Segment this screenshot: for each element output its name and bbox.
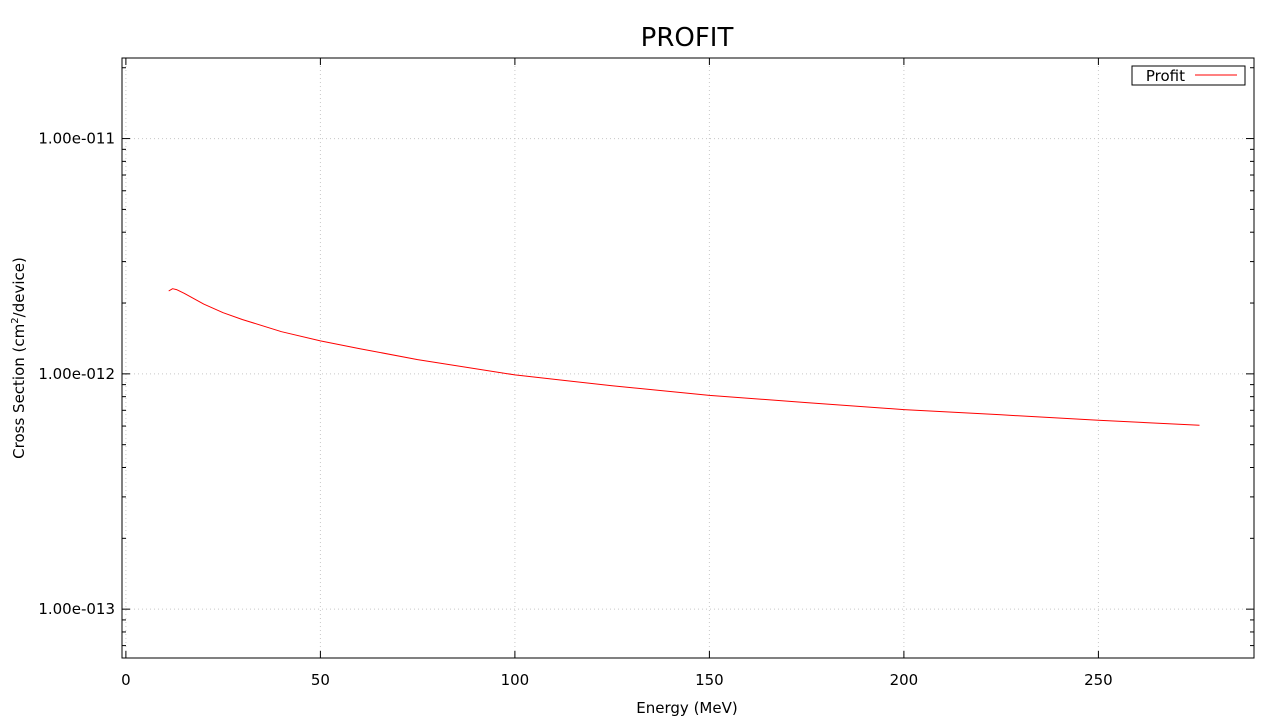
y-axis: 1.00e-013 1.00e-012 1.00e-011	[38, 130, 1254, 618]
series-line-profit	[168, 288, 1200, 426]
y-axis-label-superscript: 2	[10, 317, 21, 323]
y-axis-label-unit: /device)	[10, 257, 28, 317]
x-tick-label: 100	[501, 671, 530, 689]
grid	[122, 58, 1254, 658]
y-axis-label-main: Cross Section (cm	[10, 324, 28, 459]
y-axis-label: Cross Section (cm2/device)	[10, 257, 28, 459]
chart-title: PROFIT	[641, 23, 734, 53]
x-axis-label: Energy (MeV)	[636, 699, 737, 717]
minor-ticks	[122, 67, 1254, 647]
x-tick-label: 250	[1084, 671, 1113, 689]
y-tick-label: 1.00e-011	[38, 130, 115, 148]
x-tick-label: 50	[311, 671, 330, 689]
x-tick-label: 0	[121, 671, 131, 689]
plot-frame	[121, 57, 1255, 659]
legend-box	[1131, 65, 1246, 86]
x-tick-label: 150	[695, 671, 724, 689]
legend-label-profit: Profit	[1146, 67, 1185, 85]
y-tick-label: 1.00e-013	[38, 600, 115, 618]
x-axis: 0 50 100 150 200 250	[121, 58, 1113, 689]
series-layer	[168, 288, 1200, 426]
legend: Profit	[1131, 65, 1246, 86]
x-tick-label: 200	[890, 671, 919, 689]
y-tick-label: 1.00e-012	[38, 365, 115, 383]
